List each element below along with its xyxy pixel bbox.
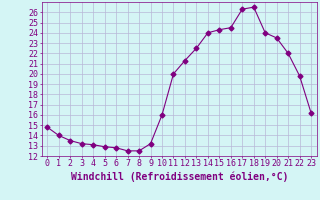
X-axis label: Windchill (Refroidissement éolien,°C): Windchill (Refroidissement éolien,°C) [70,171,288,182]
